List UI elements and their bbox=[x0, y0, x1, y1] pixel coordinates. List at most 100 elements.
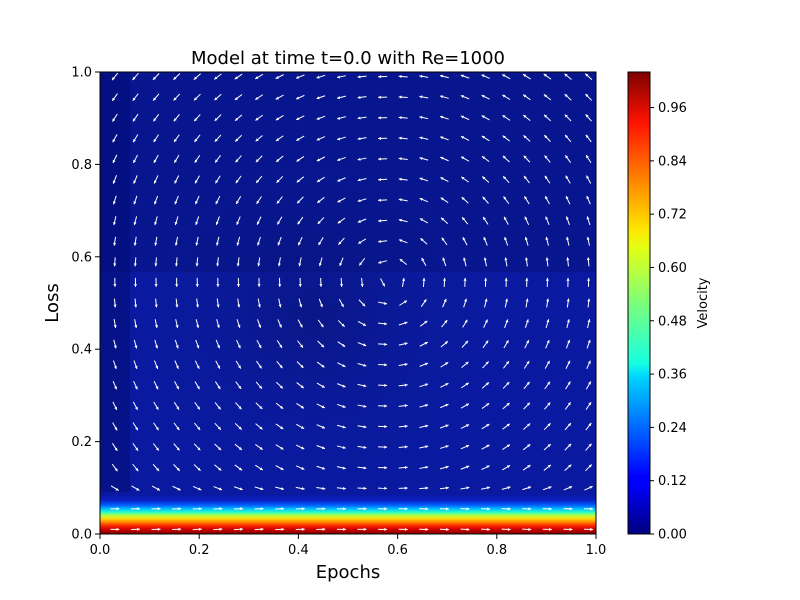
velocity-arrow-head bbox=[277, 242, 281, 246]
velocity-arrow-head bbox=[134, 304, 138, 308]
x-axis-label: Epochs bbox=[316, 562, 381, 583]
velocity-arrow-head bbox=[113, 263, 117, 267]
velocity-arrow-head bbox=[196, 406, 200, 410]
velocity-arrow-head bbox=[136, 487, 140, 491]
velocity-arrow-head bbox=[112, 180, 116, 184]
velocity-arrow-head bbox=[586, 175, 590, 179]
velocity-arrow-head bbox=[545, 216, 549, 220]
velocity-arrow-head bbox=[464, 298, 467, 302]
velocity-arrow-head bbox=[587, 319, 591, 323]
velocity-arrow-head bbox=[133, 263, 137, 267]
velocity-arrow-head bbox=[465, 382, 469, 386]
velocity-arrow-head bbox=[357, 75, 361, 79]
velocity-arrow-head bbox=[569, 507, 573, 511]
velocity-arrow-head bbox=[280, 426, 284, 430]
velocity-arrow-head bbox=[481, 115, 485, 119]
velocity-arrow-head bbox=[113, 365, 117, 370]
velocity-arrow-head bbox=[337, 199, 341, 203]
velocity-arrow-head bbox=[568, 443, 572, 447]
velocity-arrow-head bbox=[567, 402, 571, 406]
colorbar-tick-label: 0.12 bbox=[658, 474, 687, 489]
velocity-arrow-head bbox=[236, 221, 240, 225]
velocity-arrow-head bbox=[445, 445, 449, 449]
velocity-arrow-head bbox=[360, 283, 364, 287]
velocity-arrow-head bbox=[463, 257, 467, 261]
velocity-arrow-head bbox=[195, 221, 199, 225]
velocity-arrow-head bbox=[259, 385, 263, 389]
velocity-arrow-head bbox=[505, 298, 509, 302]
velocity-arrow-head bbox=[137, 527, 140, 531]
velocity-arrow-head bbox=[153, 118, 157, 122]
velocity-arrow-head bbox=[504, 216, 507, 220]
velocity-arrow-head bbox=[297, 221, 301, 225]
velocity-arrow-head bbox=[155, 345, 159, 349]
velocity-arrow-head bbox=[484, 298, 488, 302]
velocity-arrow-head bbox=[425, 486, 429, 490]
velocity-arrow-head bbox=[506, 382, 510, 386]
x-tick-label: 1.0 bbox=[586, 543, 607, 558]
velocity-arrow-head bbox=[316, 96, 320, 100]
velocity-arrow-head bbox=[567, 381, 571, 385]
velocity-arrow-head bbox=[363, 343, 367, 347]
velocity-arrow-head bbox=[507, 486, 511, 490]
velocity-arrow-head bbox=[565, 196, 569, 200]
colorbar-tick-label: 0.96 bbox=[658, 101, 687, 116]
velocity-arrow-head bbox=[363, 404, 367, 408]
velocity-arrow-head bbox=[522, 74, 527, 78]
velocity-arrow-head bbox=[359, 262, 363, 266]
velocity-arrow-head bbox=[378, 136, 381, 140]
velocity-arrow-head bbox=[316, 158, 321, 162]
velocity-arrow-head bbox=[237, 324, 241, 328]
vortex-core bbox=[150, 160, 510, 500]
velocity-arrow-head bbox=[343, 507, 346, 511]
velocity-arrow-head bbox=[299, 304, 303, 308]
velocity-arrow-head bbox=[466, 465, 470, 469]
velocity-arrow-head bbox=[382, 283, 385, 287]
velocity-arrow-head bbox=[425, 465, 429, 469]
velocity-arrow-head bbox=[113, 345, 117, 349]
velocity-arrow-head bbox=[363, 384, 367, 388]
velocity-arrow-head bbox=[154, 221, 158, 226]
velocity-arrow-head bbox=[506, 465, 511, 469]
velocity-arrow-head bbox=[527, 423, 531, 427]
colorbar-tick-label: 0.24 bbox=[658, 421, 687, 436]
velocity-arrow-head bbox=[440, 156, 444, 160]
velocity-arrow-head bbox=[362, 323, 366, 326]
velocity-arrow-head bbox=[296, 137, 300, 141]
velocity-arrow-head bbox=[398, 116, 402, 120]
velocity-arrow-head bbox=[384, 342, 388, 346]
velocity-arrow-head bbox=[586, 195, 590, 200]
velocity-arrow-head bbox=[217, 406, 221, 410]
velocity-arrow-head bbox=[378, 198, 382, 202]
x-tick-label: 0.8 bbox=[486, 543, 507, 558]
velocity-arrow-head bbox=[301, 507, 305, 511]
velocity-arrow-head bbox=[218, 447, 222, 451]
velocity-arrow-head bbox=[256, 200, 260, 204]
velocity-arrow-head bbox=[237, 304, 241, 308]
velocity-arrow-head bbox=[384, 486, 388, 490]
velocity-arrow-head bbox=[155, 386, 159, 390]
velocity-arrow-head bbox=[484, 277, 488, 281]
velocity-arrow-head bbox=[567, 339, 571, 344]
velocity-arrow-head bbox=[461, 197, 465, 201]
velocity-arrow-head bbox=[174, 242, 178, 246]
velocity-arrow-head bbox=[132, 97, 136, 101]
velocity-arrow-head bbox=[337, 158, 341, 161]
velocity-arrow-head bbox=[420, 238, 424, 242]
velocity-arrow-head bbox=[175, 304, 179, 308]
velocity-arrow-head bbox=[398, 74, 402, 79]
velocity-arrow-head bbox=[112, 159, 116, 164]
velocity-arrow-head bbox=[462, 217, 466, 221]
velocity-arrow-head bbox=[134, 406, 138, 410]
y-tick-label: 1.0 bbox=[71, 66, 92, 81]
velocity-arrow-head bbox=[483, 237, 487, 241]
x-tick-label: 0.4 bbox=[288, 543, 309, 558]
velocity-arrow-head bbox=[378, 75, 381, 79]
velocity-arrow-head bbox=[132, 118, 136, 122]
velocity-arrow-head bbox=[318, 263, 322, 267]
velocity-arrow-head bbox=[176, 447, 180, 451]
velocity-arrow-head bbox=[502, 94, 506, 98]
velocity-arrow-head bbox=[424, 362, 428, 366]
velocity-arrow-head bbox=[240, 527, 243, 531]
velocity-arrow-head bbox=[545, 236, 549, 241]
